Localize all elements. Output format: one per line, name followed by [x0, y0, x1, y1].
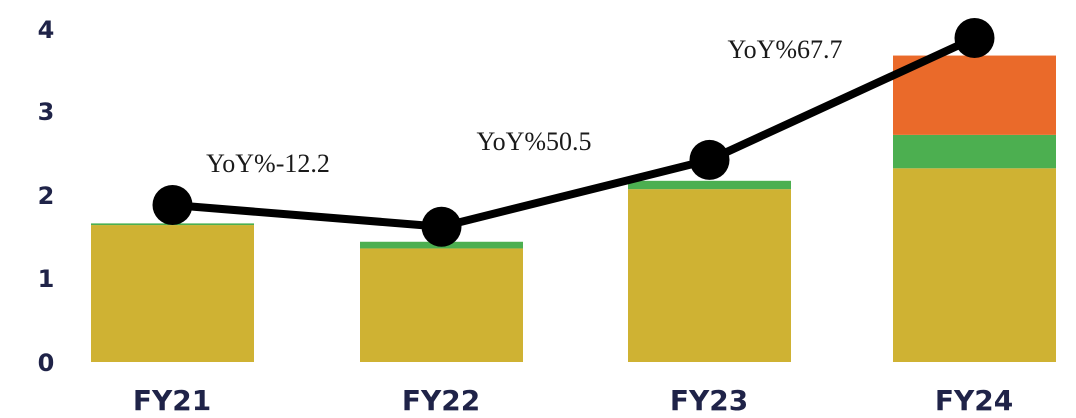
line-point-fy21 — [152, 185, 193, 226]
bar-fy21-segment-0 — [91, 225, 254, 362]
yoy-annotation-fy24: YoY%67.7 — [727, 35, 842, 64]
yoy-annotations: YoY%-12.2 YoY%50.5 YoY%67.7 — [206, 35, 842, 178]
bar-fy24-segment-1 — [893, 134, 1056, 169]
bar-fy24-segment-0 — [893, 168, 1056, 362]
y-tick-label: 4 — [38, 16, 55, 44]
line-point-fy23 — [689, 139, 730, 180]
bar-fy23-segment-0 — [628, 189, 791, 362]
bar-fy22-segment-0 — [360, 248, 523, 362]
y-axis-ticks: 0 1 2 3 4 — [38, 16, 55, 377]
x-tick-label: FY24 — [935, 384, 1013, 417]
bar-fy23-segment-1 — [628, 180, 791, 190]
y-tick-label: 2 — [38, 182, 55, 210]
x-axis-labels: FY21 FY22 FY23 FY24 — [133, 384, 1013, 417]
y-tick-label: 1 — [38, 265, 55, 293]
yoy-annotation-fy22: YoY%-12.2 — [206, 149, 330, 178]
line-point-fy22 — [421, 206, 462, 247]
line-series — [152, 18, 995, 247]
y-tick-label: 3 — [38, 98, 55, 126]
line-point-fy24 — [954, 18, 995, 59]
x-tick-label: FY21 — [133, 384, 211, 417]
line-path — [172, 34, 977, 231]
y-tick-label: 0 — [38, 349, 55, 377]
x-tick-label: FY22 — [402, 384, 480, 417]
x-tick-label: FY23 — [670, 384, 748, 417]
yoy-annotation-fy23: YoY%50.5 — [476, 127, 591, 156]
bar-group — [91, 55, 1056, 362]
bar-fy24-segment-2 — [893, 55, 1056, 135]
